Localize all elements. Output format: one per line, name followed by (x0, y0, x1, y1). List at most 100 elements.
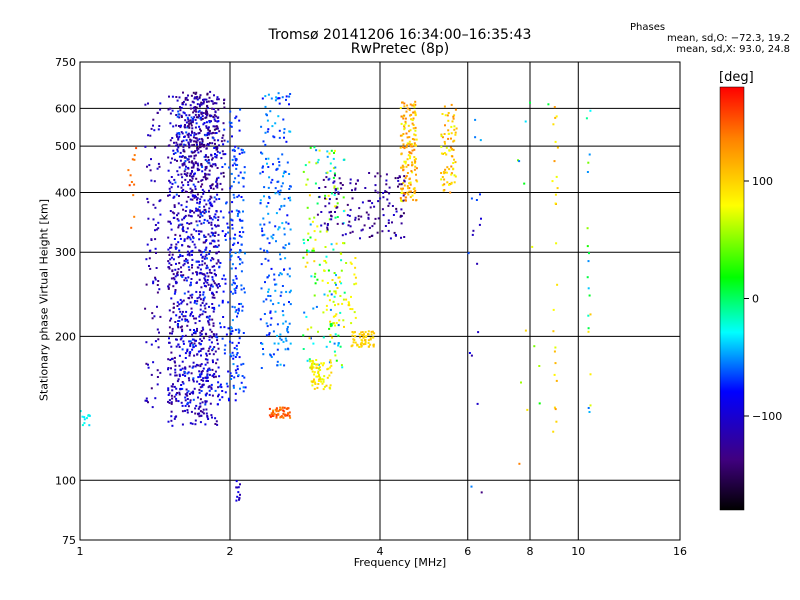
data-point (335, 313, 338, 316)
data-point (320, 211, 323, 213)
data-point (259, 247, 262, 250)
data-point (196, 380, 199, 383)
data-point (188, 146, 191, 149)
data-point (586, 227, 589, 230)
data-point (394, 177, 397, 180)
data-point (204, 363, 207, 366)
data-point (474, 118, 477, 121)
data-point (181, 176, 184, 179)
data-point (204, 154, 207, 157)
data-point (411, 161, 414, 164)
data-point (402, 182, 405, 184)
data-point (206, 374, 209, 377)
data-point (180, 186, 183, 189)
data-point (208, 305, 210, 308)
data-point (262, 217, 265, 220)
data-point (322, 362, 325, 365)
data-point (323, 269, 325, 272)
data-point (400, 187, 403, 190)
data-point (195, 207, 198, 210)
data-point (478, 223, 481, 226)
data-point (287, 347, 289, 350)
data-point (88, 414, 91, 417)
data-point (405, 144, 408, 147)
data-point (200, 163, 203, 165)
data-point (553, 106, 556, 109)
data-point (199, 313, 202, 316)
data-point (221, 230, 224, 233)
data-point (362, 336, 365, 339)
data-point (235, 353, 238, 356)
data-point (145, 258, 148, 261)
data-point (230, 121, 233, 124)
data-point (193, 354, 196, 357)
data-point (285, 95, 288, 98)
data-point (198, 202, 201, 205)
data-point (270, 235, 273, 238)
data-point (212, 347, 215, 350)
data-point (192, 175, 195, 178)
data-point (277, 413, 280, 416)
data-point (364, 331, 367, 334)
data-point (181, 348, 184, 351)
data-point (349, 225, 352, 228)
data-point (326, 155, 329, 158)
data-point (191, 258, 194, 261)
data-point (450, 137, 452, 140)
data-point (232, 357, 235, 360)
data-point (175, 345, 178, 348)
data-point (406, 104, 409, 107)
data-point (189, 211, 192, 214)
data-point (212, 125, 215, 128)
data-point (452, 140, 455, 143)
data-point (309, 146, 312, 149)
data-point (196, 300, 199, 303)
data-point (351, 344, 354, 347)
data-point (189, 138, 192, 141)
data-point (402, 187, 404, 190)
data-point (270, 267, 273, 270)
data-point (267, 294, 270, 297)
data-point (192, 166, 195, 169)
data-point (195, 230, 198, 233)
data-point (178, 364, 181, 367)
data-point (404, 117, 407, 120)
data-point (215, 154, 218, 157)
data-point (178, 125, 180, 127)
data-point (167, 194, 169, 197)
data-point (178, 132, 180, 134)
data-point (239, 493, 241, 496)
data-point (208, 207, 211, 210)
data-point (215, 284, 218, 287)
data-point (587, 260, 590, 263)
data-point (276, 348, 279, 351)
data-point (406, 191, 409, 194)
data-point (181, 330, 184, 333)
data-point (327, 178, 330, 181)
data-point (168, 392, 171, 395)
data-point (189, 107, 192, 110)
data-point (208, 250, 211, 253)
data-point (191, 266, 193, 269)
data-point (400, 222, 403, 225)
data-point (216, 177, 218, 180)
data-point (443, 178, 446, 181)
data-point (444, 168, 447, 171)
data-point (189, 312, 192, 315)
data-point (204, 175, 206, 178)
data-point (205, 408, 208, 411)
data-point (286, 161, 289, 164)
data-point (185, 388, 188, 391)
data-point (229, 187, 232, 190)
data-point (401, 166, 404, 169)
data-point (413, 168, 416, 171)
data-point (313, 275, 316, 278)
data-point (199, 374, 202, 377)
data-point (333, 152, 335, 154)
data-point (198, 105, 201, 108)
data-point (284, 170, 287, 173)
data-point (174, 275, 177, 278)
data-point (168, 179, 171, 182)
data-point (237, 174, 240, 177)
data-point (324, 205, 327, 208)
